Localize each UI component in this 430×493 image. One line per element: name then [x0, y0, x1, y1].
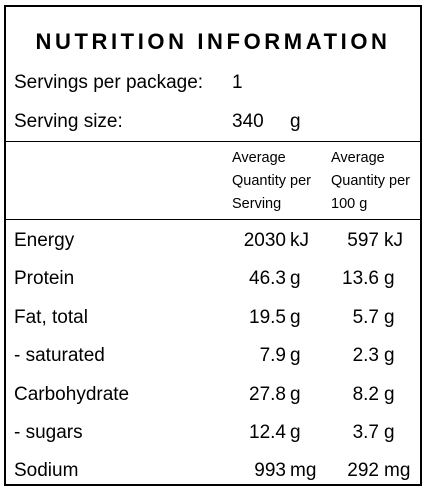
per-serving-unit: g — [290, 307, 301, 328]
per-serving-unit: g — [290, 422, 301, 443]
table-divider — [6, 219, 420, 220]
nutrient-name: - sugars — [14, 422, 83, 443]
per-serving-unit: mg — [290, 460, 317, 481]
column-header-line: Quantity per — [331, 173, 410, 189]
per-100g-value: 597 — [347, 230, 379, 251]
per-serving-value: 7.9 — [259, 345, 286, 366]
per-100g-unit: kJ — [384, 230, 403, 251]
serving-size-value: 340 — [232, 111, 264, 132]
per-100g-value: 3.7 — [352, 422, 379, 443]
nutrient-name: Protein — [14, 268, 75, 289]
per-serving-value: 12.4 — [249, 422, 286, 443]
nutrition-panel: NUTRITION INFORMATION Servings per packa… — [4, 5, 422, 486]
nutrient-name: Sodium — [14, 460, 79, 481]
nutrient-name: Fat, total — [14, 307, 88, 328]
header-divider — [6, 141, 420, 142]
per-100g-unit: g — [384, 384, 395, 405]
serving-size-label: Serving size: — [14, 111, 123, 132]
per-serving-value: 46.3 — [249, 268, 286, 289]
column-header-per-serving: Average Quantity per Serving — [232, 147, 311, 216]
serving-size-unit: g — [290, 111, 301, 132]
column-header-line: Serving — [232, 196, 282, 212]
servings-label: Servings per package: — [14, 72, 204, 93]
nutrient-name: Carbohydrate — [14, 384, 130, 405]
per-100g-unit: mg — [384, 460, 411, 481]
per-serving-value: 2030 — [243, 230, 286, 251]
per-100g-unit: g — [384, 422, 395, 443]
servings-value: 1 — [232, 72, 243, 93]
per-100g-unit: g — [384, 268, 395, 289]
nutrient-name: Energy — [14, 230, 75, 251]
column-header-per-100g: Average Quantity per 100 g — [331, 147, 410, 216]
column-header-line: Average — [331, 150, 385, 166]
per-serving-value: 993 — [254, 460, 286, 481]
per-serving-unit: g — [290, 384, 301, 405]
per-100g-value: 5.7 — [352, 307, 379, 328]
per-100g-unit: g — [384, 345, 395, 366]
per-serving-unit: g — [290, 345, 301, 366]
column-header-line: Quantity per — [232, 173, 311, 189]
per-serving-value: 19.5 — [249, 307, 286, 328]
per-serving-unit: g — [290, 268, 301, 289]
per-100g-value: 13.6 — [342, 268, 379, 289]
column-header-line: 100 g — [331, 196, 368, 212]
per-100g-value: 8.2 — [352, 384, 379, 405]
nutrient-name: - saturated — [14, 345, 105, 366]
per-serving-unit: kJ — [290, 230, 309, 251]
per-100g-value: 292 — [347, 460, 379, 481]
per-serving-value: 27.8 — [249, 384, 286, 405]
column-header-line: Average — [232, 150, 286, 166]
per-100g-unit: g — [384, 307, 395, 328]
panel-title: NUTRITION INFORMATION — [35, 29, 391, 54]
per-100g-value: 2.3 — [352, 345, 379, 366]
